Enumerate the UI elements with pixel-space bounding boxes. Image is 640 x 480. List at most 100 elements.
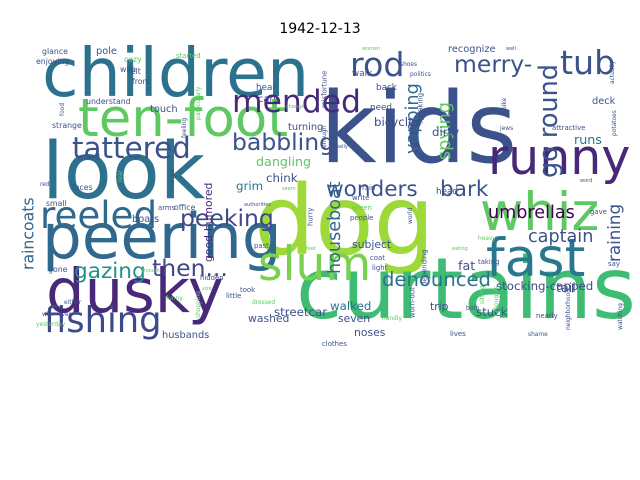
word-gave: gave <box>590 208 607 216</box>
word-strange: strange <box>52 121 82 130</box>
word-umbrellas: umbrellas <box>488 203 575 223</box>
word-politics: politics <box>410 72 431 78</box>
word-trip: trip <box>430 300 449 313</box>
word-either: either <box>64 300 82 306</box>
word-back: back <box>376 83 398 93</box>
word-misfortune: misfortune <box>320 71 328 108</box>
word-attractive: attractive <box>552 124 585 132</box>
word-peering: peering <box>42 200 282 273</box>
word-understand: understand <box>86 97 131 106</box>
word-dirty: dirty <box>432 125 459 139</box>
word-raining: raining <box>604 204 624 262</box>
word-go-round: go round <box>534 64 564 178</box>
word-touch: touch <box>150 104 178 115</box>
word-subject: subject <box>352 238 391 251</box>
word-dog: dog <box>254 165 435 277</box>
word-really: really <box>334 144 348 150</box>
word-captain: captain <box>528 227 593 247</box>
word-streetcar: streetcar <box>274 305 327 319</box>
word-speaking: speaking <box>416 93 424 124</box>
word-people: people <box>350 214 373 222</box>
word-jews: jews <box>499 126 513 132</box>
word-little: little <box>226 292 241 300</box>
word-seem: seem <box>282 186 296 192</box>
word-depending: depending <box>420 249 428 286</box>
word-particularly: particularly <box>196 86 202 120</box>
word-husbands: husbands <box>162 330 209 341</box>
word-merry-: merry- <box>454 50 532 78</box>
word-turning: turning <box>288 122 323 133</box>
word-bark: bark <box>440 177 489 202</box>
word-clothes: clothes <box>322 340 347 348</box>
word-fishing: fishing <box>44 300 162 341</box>
word-heavy: heavy <box>478 236 496 242</box>
word-reeled: reeled <box>40 193 157 237</box>
word-whenever: whenever <box>42 312 72 318</box>
word-tattered: tattered <box>72 131 191 165</box>
word-real: real <box>118 170 124 182</box>
chart-title: 1942-12-13 <box>279 21 361 37</box>
word-fat: fat <box>458 258 475 273</box>
word-word: word <box>580 178 592 184</box>
word-kids: kids <box>320 72 517 186</box>
word-shame: shame <box>528 332 548 338</box>
word-yesterday: yesterday <box>36 322 66 328</box>
word-started: started <box>176 52 201 60</box>
word-arms: arms <box>158 204 176 212</box>
word-boats: boats <box>132 214 159 225</box>
word-thoughts: thoughts <box>494 286 500 312</box>
word-rain: rain <box>362 184 375 192</box>
word-coat: coat <box>370 254 385 262</box>
word-eating: eating <box>452 246 468 252</box>
word-then-: then... <box>152 254 228 282</box>
word-faces: faces <box>72 183 93 192</box>
word-world: world <box>408 208 414 224</box>
word-deck: deck <box>592 96 616 107</box>
word-took: took <box>240 286 255 294</box>
word-children: children <box>42 34 309 112</box>
word-small: small <box>46 199 67 208</box>
word-margot: margot <box>170 168 176 190</box>
word-dusky: dusky <box>46 257 224 327</box>
word-mood: mood <box>78 153 100 162</box>
word-cars: cars <box>258 94 279 105</box>
word-feeling: feeling <box>182 118 188 138</box>
word-both: both <box>466 306 480 312</box>
word-mended: mended <box>232 84 361 120</box>
word-glance: glance <box>42 47 68 56</box>
word-head: head <box>436 187 458 197</box>
word-hidden: hidden <box>200 274 224 282</box>
word-actually: actually <box>610 60 616 84</box>
word-gazing: gazing <box>74 259 146 284</box>
word-green: green <box>352 204 372 212</box>
word-light: light <box>372 264 388 272</box>
word-grim: grim <box>236 179 263 193</box>
word-funny: funny <box>166 296 183 302</box>
word-though: though <box>142 268 160 274</box>
word-food: food <box>60 103 66 116</box>
word-runny: runny <box>488 129 630 186</box>
word-front: front <box>132 77 151 86</box>
word-enjoying: enjoying <box>36 57 69 66</box>
word-slum: slum <box>258 237 371 292</box>
word-fast: fast <box>486 228 585 289</box>
word-pole: pole <box>96 46 117 57</box>
word-look: look <box>42 126 206 217</box>
word-sitting: sitting <box>480 285 486 304</box>
word-hurry: hurry <box>306 208 314 226</box>
word-hear: hear <box>256 83 276 93</box>
word-felt: felt <box>128 67 141 76</box>
word-handly: handly <box>382 316 402 322</box>
word-red: red <box>40 182 50 188</box>
word-curtains: curtains <box>296 240 636 338</box>
word-women: women <box>362 46 380 52</box>
word-denounced: denounced <box>382 268 491 291</box>
word-say: say <box>608 260 620 268</box>
word-watching: watching <box>618 303 624 330</box>
word-shoes: shoes <box>400 62 417 68</box>
word-washed: washed <box>248 312 289 325</box>
word-write: write <box>352 194 369 202</box>
word-spying: spying <box>435 102 455 160</box>
word-gone: gone <box>48 265 68 274</box>
